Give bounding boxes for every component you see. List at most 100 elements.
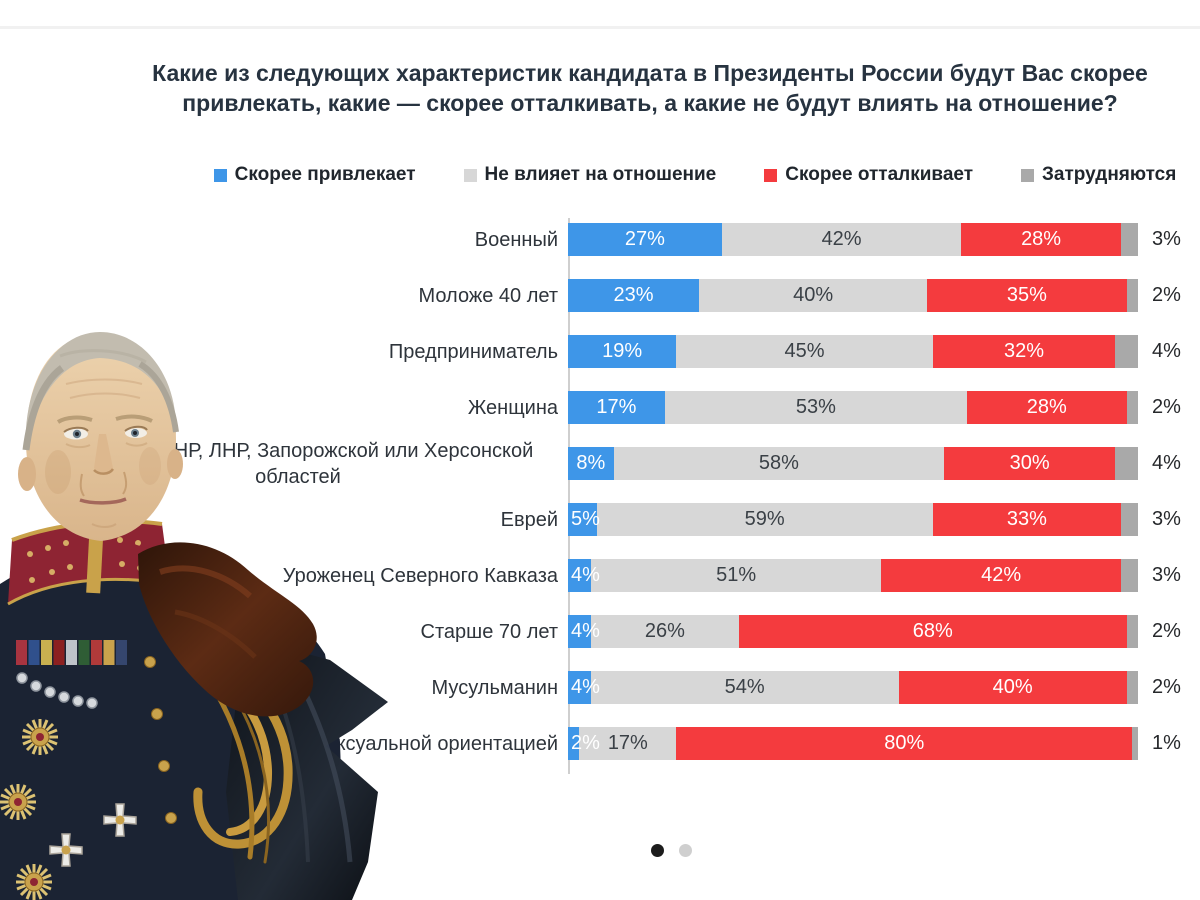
segment-value: 28% — [1026, 396, 1067, 418]
undecided-value: 3% — [1152, 508, 1181, 530]
segment-repels: 30% — [944, 447, 1116, 480]
undecided-value: 2% — [1152, 620, 1181, 642]
segment-neutral: 59% — [596, 503, 933, 536]
segment-value: 80% — [884, 732, 925, 754]
legend-label: Затрудняются — [1042, 164, 1177, 185]
segment-value: 40% — [793, 284, 834, 306]
stacked-bar: 4% 26% 68% — [568, 615, 1138, 648]
segment-attracts: 8% — [568, 447, 614, 480]
segment-value: 45% — [784, 340, 825, 362]
category-label: Уроженец Северного Кавказа — [282, 564, 558, 587]
segment-neutral: 40% — [699, 279, 928, 312]
segment-neutral: 54% — [590, 671, 899, 704]
stacked-bar: 4% 51% 42% — [568, 559, 1138, 592]
undecided-value: 1% — [1152, 732, 1181, 754]
segment-repels: 35% — [927, 279, 1127, 312]
segment-neutral: 45% — [676, 335, 933, 368]
segment-attracts: 4% — [568, 559, 600, 592]
segment-value: 68% — [912, 620, 953, 642]
segment-neutral: 17% — [579, 727, 677, 760]
segment-undecided — [1115, 447, 1138, 480]
segment-undecided — [1126, 391, 1138, 424]
segment-value: 30% — [1009, 452, 1050, 474]
category-label: Предприниматель — [388, 340, 558, 363]
segment-value: 5% — [571, 508, 600, 530]
segment-value: 40% — [992, 676, 1033, 698]
segment-neutral: 51% — [590, 559, 882, 592]
segment-attracts: 4% — [568, 671, 600, 704]
bar-row: Уроженец Северного Кавказа 4% 51% 42% 3% — [0, 559, 1200, 592]
category-label: Еврей — [500, 508, 558, 531]
segment-value: 23% — [613, 284, 654, 306]
undecided-value: 2% — [1152, 396, 1181, 418]
legend-item: Не влияет на отношение — [463, 164, 716, 186]
segment-value: 35% — [1006, 284, 1047, 306]
segment-undecided — [1126, 615, 1138, 648]
bar-row: Еврей 5% 59% 33% 3% — [0, 503, 1200, 536]
category-label: Женщина — [467, 396, 558, 419]
segment-attracts: 2% — [568, 727, 600, 760]
segment-neutral: 42% — [721, 223, 962, 256]
segment-repels: 40% — [898, 671, 1127, 704]
stacked-bar: 17% 53% 28% — [568, 391, 1138, 424]
pagination-dot[interactable] — [678, 844, 692, 857]
legend-swatch — [463, 168, 477, 182]
chart-legend: Скорее привлекает Не влияет на отношение С… — [190, 164, 1200, 186]
legend-swatch — [764, 168, 778, 182]
bar-row: Военный 27% 42% 28% 3% — [0, 223, 1200, 256]
segment-value: 42% — [821, 228, 862, 250]
segment-undecided — [1120, 223, 1138, 256]
pagination-dot[interactable] — [650, 844, 664, 857]
segment-undecided — [1126, 279, 1138, 312]
putin-imperial-portrait — [0, 332, 388, 900]
segment-value: 19% — [602, 340, 643, 362]
legend-label: Скорее привлекает — [234, 164, 416, 185]
segment-attracts: 17% — [568, 391, 665, 424]
axis-baseline — [568, 218, 570, 774]
legend-swatch — [213, 168, 227, 182]
segment-repels: 28% — [966, 391, 1127, 424]
segment-attracts: 23% — [568, 279, 700, 312]
stacked-bar: 27% 42% 28% — [568, 223, 1138, 256]
undecided-value: 3% — [1152, 228, 1181, 250]
segment-value: 58% — [758, 452, 799, 474]
segment-value: 26% — [644, 620, 685, 642]
category-label: Старше 70 лет — [420, 620, 558, 643]
bar-row: Женщина 17% 53% 28% 2% — [0, 391, 1200, 424]
segment-value: 33% — [1006, 508, 1047, 530]
undecided-value: 4% — [1152, 452, 1181, 474]
segment-value: 4% — [571, 620, 600, 642]
segment-undecided — [1126, 671, 1138, 704]
segment-neutral: 58% — [613, 447, 945, 480]
segment-repels: 32% — [932, 335, 1116, 368]
segment-value: 4% — [571, 564, 600, 586]
legend-label: Скорее отталкивает — [785, 164, 974, 185]
segment-value: 54% — [724, 676, 765, 698]
undecided-value: 2% — [1152, 676, 1181, 698]
legend-item: Скорее отталкивает — [764, 164, 973, 186]
undecided-value: 2% — [1152, 284, 1181, 306]
category-label: Мусульманин — [431, 676, 558, 699]
stacked-bar: 4% 54% 40% — [568, 671, 1138, 704]
segment-value: 17% — [607, 732, 648, 754]
segment-value: 27% — [624, 228, 665, 250]
bar-row: Уроженец ДНР, ЛНР, Запорожской или Херсо… — [0, 440, 1200, 488]
category-label: Моложе 40 лет — [418, 284, 558, 307]
segment-undecided — [1115, 335, 1138, 368]
segment-value: 51% — [716, 564, 757, 586]
bar-row: Предприниматель 19% 45% 32% 4% — [0, 335, 1200, 368]
segment-value: 2% — [568, 727, 600, 760]
segment-repels: 28% — [961, 223, 1121, 256]
bar-row: Моложе 40 лет 23% 40% 35% 2% — [0, 279, 1200, 312]
legend-swatch — [1021, 168, 1035, 182]
top-divider — [0, 26, 1200, 29]
segment-attracts: 19% — [568, 335, 677, 368]
segment-undecided — [1132, 727, 1138, 760]
undecided-value: 4% — [1152, 340, 1181, 362]
segment-attracts: 5% — [568, 503, 600, 536]
segment-value: 28% — [1021, 228, 1062, 250]
stacked-bar: 5% 59% 33% — [568, 503, 1138, 536]
segment-value: 8% — [576, 452, 606, 474]
